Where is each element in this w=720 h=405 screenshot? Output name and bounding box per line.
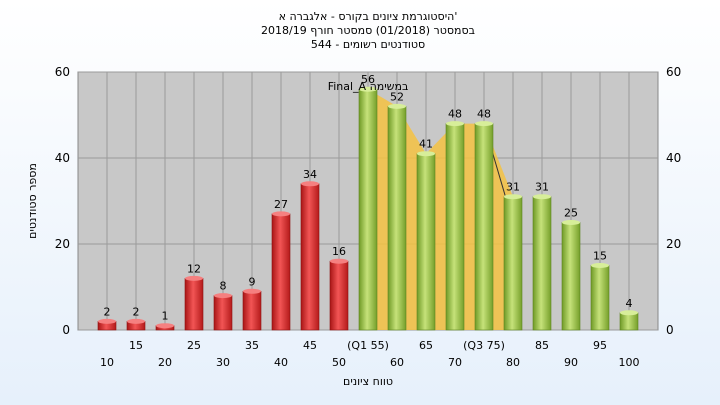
bar [561, 222, 581, 331]
bar-top [127, 318, 145, 324]
bar-top [272, 211, 290, 217]
x-tick-label: 25 [187, 339, 201, 352]
bar [619, 312, 639, 331]
value-label: 27 [274, 198, 288, 211]
x-tick-label: 80 [506, 356, 520, 369]
value-label: 41 [419, 138, 433, 151]
value-label: 12 [187, 262, 201, 275]
value-label: 31 [506, 181, 520, 194]
value-label: 48 [448, 108, 462, 121]
value-label: 34 [303, 168, 317, 181]
x-tick-label: 15 [129, 339, 143, 352]
title-line-3: סטודנטים רשומים - 544 [311, 38, 425, 51]
value-label: 16 [332, 245, 346, 258]
value-label: 15 [593, 250, 607, 263]
x-tick-label: 65 [419, 339, 433, 352]
x-tick-label: 100 [619, 356, 640, 369]
y-axis-right: 0 20 40 60 [666, 65, 681, 337]
value-label: 52 [390, 90, 404, 103]
y-tick-left: 0 [62, 323, 70, 337]
bar-top [417, 151, 435, 157]
bar-top [185, 275, 203, 281]
x-tick-label: 10 [100, 356, 114, 369]
x-tick-label: 40 [274, 356, 288, 369]
title-line-2: בסמסטר (01/2018) סמסטר חורף 2018/19 [261, 24, 475, 37]
bar-top [98, 318, 116, 324]
bar-top [591, 263, 609, 268]
bar-top [504, 194, 522, 200]
value-label: 31 [535, 181, 549, 194]
value-label: 9 [249, 275, 256, 288]
x-tick-label: (Q1 55) [347, 339, 389, 352]
bar-top [243, 288, 261, 294]
bar-top [214, 293, 232, 299]
x-tick-label: 50 [332, 356, 346, 369]
bar [184, 278, 204, 331]
value-label: 25 [564, 207, 578, 220]
value-label: 2 [104, 305, 111, 318]
bar [329, 260, 349, 331]
bar-top [156, 323, 174, 329]
bar-top [446, 121, 464, 127]
bar [358, 88, 378, 331]
y-tick-right: 0 [666, 323, 674, 337]
bar [242, 290, 262, 331]
bar [387, 106, 407, 331]
x-tick-label: 20 [158, 356, 172, 369]
y-tick-left: 40 [55, 151, 70, 165]
x-tick-label: 45 [303, 339, 317, 352]
y-tick-right: 40 [666, 151, 681, 165]
bar-top [475, 121, 493, 127]
x-tick-label: 35 [245, 339, 259, 352]
bar-top [330, 258, 348, 264]
bar [532, 196, 552, 331]
y-axis-label: מספר סטודנטים [26, 163, 39, 239]
bar [590, 265, 610, 331]
bars [97, 86, 639, 331]
x-tick-label: 90 [564, 356, 578, 369]
title-line-1: היסטוגרמת ציונים בקורס - אלגברה א' [279, 10, 458, 23]
y-tick-left: 20 [55, 237, 70, 251]
value-label: 2 [133, 305, 140, 318]
x-tick-label: 70 [448, 356, 462, 369]
bar [445, 123, 465, 331]
x-tick-label: (Q3 75) [463, 339, 505, 352]
bar-top [301, 181, 319, 187]
bar-top [359, 86, 377, 92]
value-label: 1 [162, 310, 169, 323]
bar-top [562, 220, 580, 225]
y-tick-left: 60 [55, 65, 70, 79]
value-label: 48 [477, 108, 491, 121]
bar-top [620, 310, 638, 316]
x-tick-label: 30 [216, 356, 230, 369]
x-tick-label: 85 [535, 339, 549, 352]
y-tick-right: 60 [666, 65, 681, 79]
value-label: 8 [220, 280, 227, 293]
value-label: 4 [626, 297, 633, 310]
bar [213, 295, 233, 331]
bar-top [533, 194, 551, 200]
annotation-label: Final_A במשימה [328, 80, 409, 93]
x-tick-label: 60 [390, 356, 404, 369]
bar [474, 123, 494, 331]
bar-top [388, 103, 406, 109]
value-labels: 2 2 1 12 8 9 27 34 16 56 52 41 48 48 31 31 25 15 4 [104, 73, 633, 323]
x-axis-label: טווח ציונים [343, 375, 393, 388]
bar [300, 183, 320, 331]
value-label: 56 [361, 73, 375, 86]
bar [271, 213, 291, 331]
x-tick-labels: 10 15 20 25 30 35 40 45 50(Q1 55)60 65 70(Q3 75)80… [100, 339, 640, 369]
y-tick-right: 20 [666, 237, 681, 251]
bar [416, 153, 436, 331]
bar [503, 196, 523, 331]
x-tick-label: 95 [593, 339, 607, 352]
y-axis-left: 0 20 40 60 [55, 65, 70, 337]
